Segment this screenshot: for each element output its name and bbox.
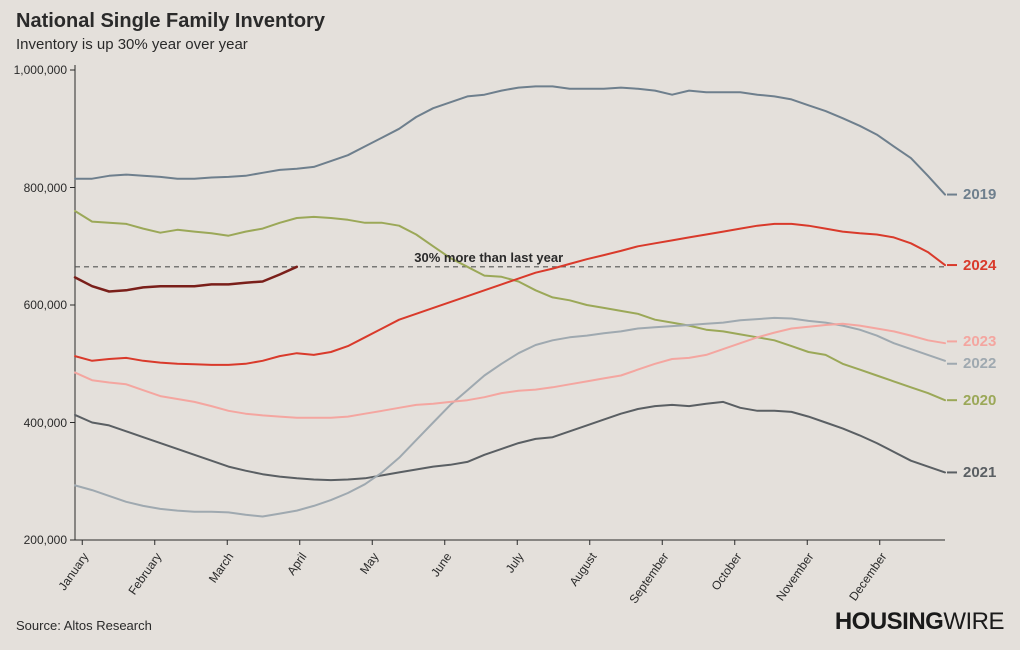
series-line-2022: [75, 318, 945, 517]
series-line-2024: [75, 224, 945, 365]
series-label-2024: 2024: [963, 257, 996, 274]
series-label-2020: 2020: [963, 392, 996, 409]
y-axis-tick-label: 600,000: [24, 298, 67, 312]
series-line-2023: [75, 324, 945, 418]
series-label-2022: 2022: [963, 355, 996, 372]
y-axis-tick-label: 400,000: [24, 416, 67, 430]
chart-container: National Single Family Inventory Invento…: [0, 0, 1020, 650]
series-label-2019: 2019: [963, 186, 996, 203]
series-line-2020: [75, 211, 945, 400]
y-axis-tick-label: 800,000: [24, 181, 67, 195]
y-axis-tick-label: 1,000,000: [14, 63, 67, 77]
series-line-2019: [75, 86, 945, 194]
annotation-label: 30% more than last year: [414, 250, 563, 265]
series-line-2025: [75, 267, 297, 292]
series-label-2021: 2021: [963, 464, 996, 481]
series-line-2021: [75, 402, 945, 480]
y-axis-tick-label: 200,000: [24, 533, 67, 547]
series-label-2023: 2023: [963, 333, 996, 350]
